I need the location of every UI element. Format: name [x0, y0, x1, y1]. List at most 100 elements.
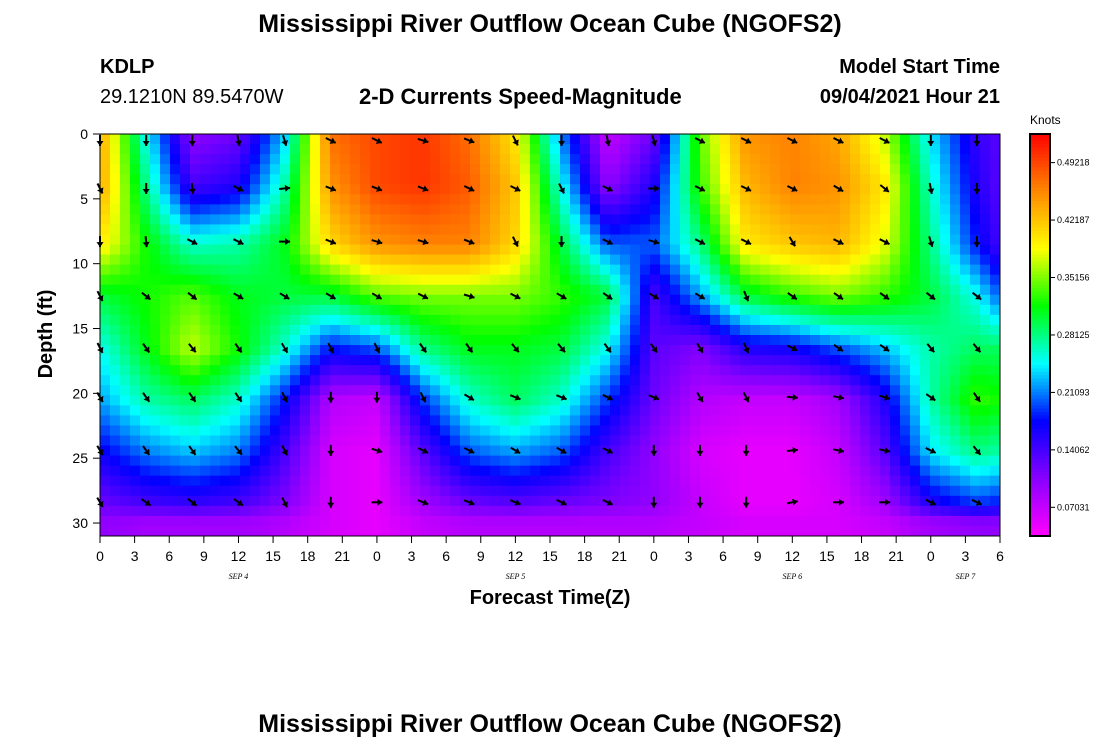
heatmap-cell: [560, 505, 571, 517]
heatmap-cell: [400, 214, 411, 226]
heatmap-cell: [900, 314, 911, 326]
heatmap-cell: [300, 264, 311, 276]
heatmap-cell: [110, 365, 121, 376]
heatmap-cell: [190, 485, 201, 497]
heatmap-cell: [160, 445, 171, 457]
heatmap-cell: [650, 324, 661, 336]
heatmap-cell: [960, 304, 971, 316]
heatmap-cell: [210, 405, 221, 416]
heatmap-cell: [180, 284, 191, 296]
heatmap-cell: [120, 144, 131, 155]
current-arrow: [650, 496, 658, 508]
colorbar-cell: [1030, 485, 1050, 490]
heatmap-cell: [350, 324, 361, 336]
heatmap-cell: [110, 455, 121, 467]
heatmap-cell: [390, 194, 401, 205]
heatmap-cell: [610, 274, 621, 286]
heatmap-cell: [850, 254, 861, 266]
heatmap-cell: [840, 294, 851, 306]
heatmap-cell: [330, 254, 341, 266]
heatmap-cell: [420, 355, 431, 366]
heatmap-cell: [810, 465, 821, 477]
heatmap-cell: [860, 345, 871, 356]
current-arrow: [696, 444, 704, 456]
heatmap-cell: [260, 495, 271, 507]
current-arrow: [556, 394, 567, 401]
heatmap-cell: [970, 314, 981, 326]
arrow-head: [144, 293, 151, 300]
heatmap-cell: [220, 264, 231, 276]
heatmap-cell: [200, 365, 211, 376]
heatmap-cell: [790, 385, 801, 396]
heatmap-cell: [830, 144, 841, 155]
current-arrow: [833, 498, 844, 506]
heatmap-cell: [860, 515, 871, 527]
heatmap-cell: [580, 294, 591, 306]
heatmap-cell: [220, 525, 231, 536]
heatmap-cell: [160, 345, 171, 356]
heatmap-cell: [190, 525, 201, 536]
heatmap-cell: [690, 304, 701, 316]
heatmap-cell: [570, 395, 581, 406]
heatmap-cell: [760, 154, 771, 165]
current-arrow: [973, 236, 981, 248]
heatmap-cell: [610, 304, 621, 316]
heatmap-cell: [440, 174, 451, 185]
heatmap-cell: [470, 244, 481, 256]
heatmap-cell: [710, 455, 721, 467]
heatmap-cell: [930, 485, 941, 497]
heatmap-cell: [270, 435, 281, 447]
heatmap-cell: [590, 435, 601, 447]
heatmap-cell: [600, 204, 611, 215]
heatmap-cell: [670, 435, 681, 447]
heatmap-cell: [900, 525, 911, 536]
heatmap-cell: [170, 515, 181, 527]
heatmap-cell: [830, 264, 841, 276]
heatmap-cell: [160, 435, 171, 447]
heatmap-cell: [210, 254, 221, 266]
heatmap-cell: [840, 244, 851, 256]
heatmap-cell: [290, 415, 301, 427]
heatmap-cell: [830, 355, 841, 366]
heatmap-cell: [720, 525, 731, 536]
heatmap-cell: [400, 505, 411, 517]
heatmap-cell: [120, 415, 131, 427]
heatmap-cell: [840, 304, 851, 316]
heatmap-cell: [290, 144, 301, 155]
colorbar-cell: [1030, 465, 1050, 470]
heatmap-cell: [970, 294, 981, 306]
heatmap-cell: [890, 435, 901, 447]
heatmap-cell: [180, 495, 191, 507]
heatmap-cell: [460, 294, 471, 306]
heatmap-cell: [260, 395, 271, 406]
heatmap-cell: [640, 415, 651, 427]
heatmap-cell: [440, 204, 451, 215]
heatmap-cell: [450, 475, 461, 487]
heatmap-cell: [370, 304, 381, 316]
arrow-head: [696, 450, 704, 456]
current-arrow: [417, 137, 429, 144]
heatmap-cell: [950, 435, 961, 447]
heatmap-cell: [950, 395, 961, 406]
heatmap-cell: [790, 455, 801, 467]
heatmap-cell: [480, 134, 491, 145]
heatmap-cell: [410, 304, 421, 316]
heatmap-cell: [680, 244, 691, 256]
heatmap-cell: [270, 495, 281, 507]
heatmap-cell: [960, 445, 971, 457]
colorbar-cell: [1030, 492, 1050, 497]
heatmap-cell: [160, 174, 171, 185]
heatmap-cell: [940, 274, 951, 286]
heatmap-cell: [850, 455, 861, 467]
heatmap-cell: [820, 224, 831, 236]
current-arrow: [417, 185, 429, 192]
heatmap-cell: [910, 144, 921, 155]
heatmap-cell: [400, 264, 411, 276]
heatmap-cell: [530, 355, 541, 366]
heatmap-cell: [850, 515, 861, 527]
heatmap-cell: [230, 515, 241, 527]
current-arrow: [927, 182, 935, 195]
heatmap-cell: [750, 365, 761, 376]
heatmap-cell: [900, 355, 911, 366]
heatmap-cell: [120, 335, 131, 346]
